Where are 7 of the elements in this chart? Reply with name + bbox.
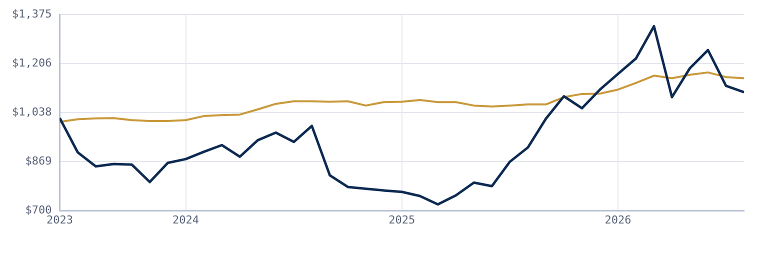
y-tick-label: $869 [25,154,52,168]
y-tick-label: $1,038 [12,105,52,118]
y-tick-label: $1,206 [12,56,52,70]
x-tick-label: 2025 [388,213,416,226]
y-tick-label: $1,375 [12,7,52,20]
x-tick-label: 2026 [604,213,632,226]
x-tick-label: 2024 [172,213,200,226]
